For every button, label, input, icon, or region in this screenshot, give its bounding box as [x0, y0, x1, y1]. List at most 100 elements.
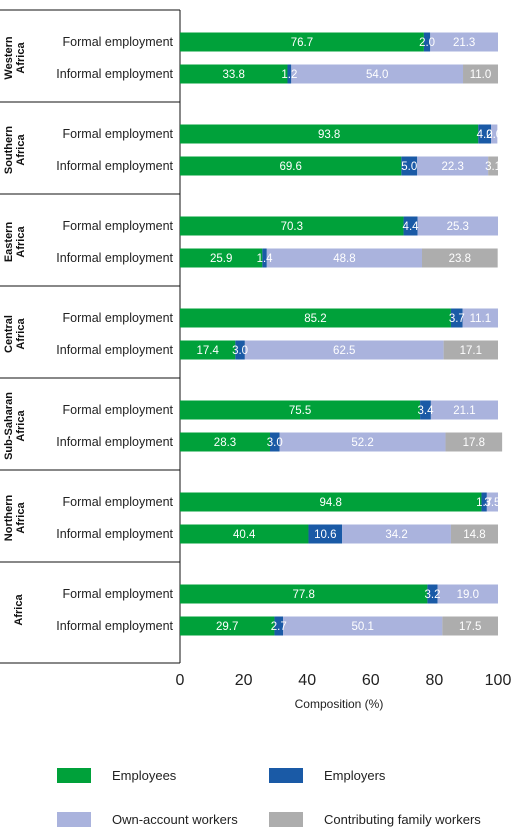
- data-label-northern-africa-formal-employment-own-account-workers: 3.5: [484, 497, 500, 509]
- row-label-informal-employment: Informal employment: [56, 159, 173, 173]
- data-label-central-africa-informal-employment-own-account-workers: 62.5: [333, 345, 355, 357]
- data-label-africa-informal-employment-employers: 2.7: [271, 621, 287, 633]
- bar-southern-africa-formal-employment-own-account-workers: [491, 124, 498, 144]
- group-label-sub-saharan-africa: Sub-SaharanAfrica: [3, 392, 27, 460]
- data-label-southern-africa-formal-employment-own-account-workers: 2.0: [486, 129, 502, 141]
- bar-northern-africa-formal-employment-employers: [481, 492, 487, 512]
- data-label-central-africa-informal-employment-contributing-family-workers: 17.1: [460, 345, 482, 357]
- row-label-formal-employment: Formal employment: [63, 311, 174, 325]
- legend-item-employers: Employers: [269, 768, 385, 783]
- data-label-central-africa-formal-employment-employers: 3.7: [449, 313, 465, 325]
- legend-item-own-account-workers: Own-account workers: [57, 812, 238, 827]
- data-label-africa-formal-employment-employers: 3.2: [424, 589, 440, 601]
- group-label-line: Africa: [13, 594, 25, 626]
- group-label-line: Africa: [15, 42, 27, 74]
- row-label-informal-employment: Informal employment: [56, 527, 173, 541]
- bar-western-africa-formal-employment-employees: [180, 32, 424, 52]
- data-label-africa-informal-employment-contributing-family-workers: 17.5: [459, 621, 481, 633]
- legend-label-employees: Employees: [112, 768, 177, 783]
- row-label-formal-employment: Formal employment: [63, 219, 174, 233]
- bar-northern-africa-formal-employment-own-account-workers: [486, 492, 498, 512]
- bar-sub-saharan-africa-informal-employment-contributing-family-workers: [445, 432, 503, 452]
- row-label-formal-employment: Formal employment: [63, 403, 174, 417]
- bar-africa-formal-employment-own-account-workers: [437, 584, 498, 604]
- bar-western-africa-formal-employment-own-account-workers: [430, 32, 498, 52]
- data-label-central-africa-informal-employment-employers: 3.0: [232, 345, 248, 357]
- data-label-eastern-africa-informal-employment-employers: 1.4: [257, 253, 274, 265]
- legend-label-employers: Employers: [324, 768, 386, 783]
- legend-label-own-account-workers: Own-account workers: [112, 812, 238, 827]
- row-label-informal-employment: Informal employment: [56, 435, 173, 449]
- data-label-northern-africa-informal-employment-own-account-workers: 34.2: [385, 529, 407, 541]
- legend-swatch-employees: [57, 768, 91, 783]
- bar-eastern-africa-informal-employment-employees: [180, 248, 263, 268]
- bar-central-africa-formal-employment-own-account-workers: [462, 308, 498, 328]
- bar-western-africa-informal-employment-own-account-workers: [291, 64, 464, 84]
- x-tick-label-20: 20: [235, 672, 253, 689]
- row-label-informal-employment: Informal employment: [56, 67, 173, 81]
- group-label-eastern-africa: EasternAfrica: [3, 222, 27, 263]
- data-label-sub-saharan-africa-formal-employment-employees: 75.5: [289, 405, 311, 417]
- group-label-line: Africa: [15, 226, 27, 258]
- row-label-formal-employment: Formal employment: [63, 127, 174, 141]
- legend-label-contributing-family-workers: Contributing family workers: [324, 812, 481, 827]
- data-label-southern-africa-informal-employment-employers: 5.0: [401, 161, 417, 173]
- data-label-sub-saharan-africa-formal-employment-employers: 3.4: [417, 405, 434, 417]
- row-label-informal-employment: Informal employment: [56, 619, 173, 633]
- data-label-southern-africa-formal-employment-employers: 4.0: [477, 129, 493, 141]
- bar-eastern-africa-informal-employment-own-account-workers: [266, 248, 422, 268]
- data-label-eastern-africa-informal-employment-own-account-workers: 48.8: [333, 253, 355, 265]
- bar-central-africa-informal-employment-contributing-family-workers: [443, 340, 498, 360]
- data-label-central-africa-formal-employment-own-account-workers: 11.1: [470, 313, 492, 325]
- row-label-formal-employment: Formal employment: [63, 35, 174, 49]
- bar-northern-africa-formal-employment-employees: [180, 492, 482, 512]
- bar-southern-africa-informal-employment-own-account-workers: [417, 156, 489, 176]
- bar-northern-africa-informal-employment-employers: [308, 524, 343, 544]
- group-label-northern-africa: NorthernAfrica: [3, 495, 27, 542]
- group-label-line: Western: [3, 36, 15, 79]
- bar-central-africa-informal-employment-employees: [180, 340, 236, 360]
- x-tick-label-100: 100: [485, 672, 512, 689]
- bar-western-africa-informal-employment-employers: [287, 64, 292, 84]
- data-label-sub-saharan-africa-informal-employment-contributing-family-workers: 17.8: [463, 437, 485, 449]
- bar-africa-informal-employment-own-account-workers: [283, 616, 443, 636]
- data-label-western-africa-informal-employment-employees: 33.8: [223, 69, 245, 81]
- bar-southern-africa-formal-employment-employees: [180, 124, 479, 144]
- bar-eastern-africa-formal-employment-own-account-workers: [417, 216, 498, 236]
- legend-swatch-employers: [269, 768, 303, 783]
- bar-central-africa-informal-employment-employers: [235, 340, 245, 360]
- bar-southern-africa-formal-employment-employers: [478, 124, 492, 144]
- bar-africa-formal-employment-employees: [180, 584, 428, 604]
- group-label-line: Africa: [15, 410, 27, 442]
- bar-central-africa-formal-employment-employers: [450, 308, 463, 328]
- bar-southern-africa-informal-employment-employers: [401, 156, 418, 176]
- bar-northern-africa-informal-employment-own-account-workers: [342, 524, 451, 544]
- bar-africa-informal-employment-contributing-family-workers: [442, 616, 498, 636]
- bar-southern-africa-informal-employment-contributing-family-workers: [488, 156, 498, 176]
- group-label-line: Africa: [15, 318, 27, 350]
- row-label-informal-employment: Informal employment: [56, 343, 173, 357]
- data-label-africa-informal-employment-own-account-workers: 50.1: [351, 621, 373, 633]
- legend-swatch-own-account-workers: [57, 812, 91, 827]
- data-label-western-africa-informal-employment-contributing-family-workers: 11.0: [470, 69, 492, 81]
- group-label-line: Northern: [3, 495, 15, 542]
- data-label-southern-africa-informal-employment-own-account-workers: 22.3: [441, 161, 463, 173]
- legend-swatch-contributing-family-workers: [269, 812, 303, 827]
- data-label-central-africa-formal-employment-employees: 85.2: [304, 313, 326, 325]
- bar-eastern-africa-formal-employment-employees: [180, 216, 404, 236]
- bar-eastern-africa-formal-employment-employers: [403, 216, 418, 236]
- bar-africa-informal-employment-employers: [274, 616, 284, 636]
- bar-sub-saharan-africa-informal-employment-own-account-workers: [279, 432, 446, 452]
- group-label-line: Southern: [3, 126, 15, 175]
- bar-africa-informal-employment-employees: [180, 616, 275, 636]
- data-label-eastern-africa-formal-employment-employees: 70.3: [281, 221, 303, 233]
- data-label-northern-africa-informal-employment-employees: 40.4: [233, 529, 256, 541]
- data-label-sub-saharan-africa-informal-employment-employees: 28.3: [214, 437, 236, 449]
- data-label-eastern-africa-formal-employment-employers: 4.4: [403, 221, 420, 233]
- group-label-africa: Africa: [13, 594, 25, 626]
- bar-western-africa-formal-employment-employers: [423, 32, 431, 52]
- x-axis-label: Composition (%): [295, 697, 384, 711]
- bar-sub-saharan-africa-formal-employment-employees: [180, 400, 421, 420]
- data-label-northern-africa-informal-employment-contributing-family-workers: 14.8: [463, 529, 485, 541]
- data-label-western-africa-formal-employment-employers: 2.0: [419, 37, 435, 49]
